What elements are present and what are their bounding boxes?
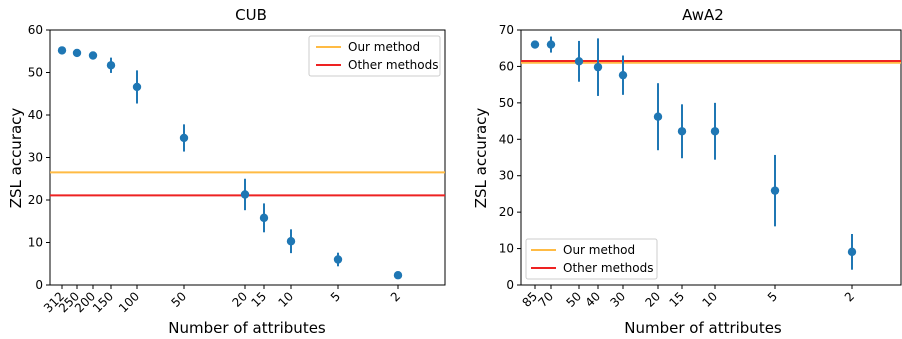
chart-cub-y-tick-label: 50: [28, 66, 43, 80]
chart-cub-title: CUB: [235, 6, 267, 24]
chart-cub-points: [57, 46, 403, 280]
chart-awa2-y-tick-label: 0: [506, 278, 514, 292]
chart-cub-x-tick-label: 150: [90, 289, 116, 315]
chart-awa2-y-tick-label: 10: [499, 242, 514, 256]
chart-awa2-lines: [521, 59, 901, 64]
chart-cub-data-point: [333, 255, 343, 264]
chart-cub-data-point: [132, 82, 142, 92]
chart-awa2-data-point: [770, 186, 780, 195]
chart-awa2-y-tick-label: 50: [499, 96, 514, 110]
chart-cub-data-point: [179, 133, 189, 143]
chart-awa2-x-tick-label: 2: [842, 289, 857, 304]
chart-awa2-data-point: [574, 57, 584, 66]
chart-cub-y-ticks: 0 10 20 30 40 50 60: [28, 23, 50, 292]
chart-awa2-data-point: [618, 70, 628, 80]
chart-cub-legend-label-our-method: Our method: [348, 40, 420, 54]
chart-awa2-legend: Our method Other methods: [525, 238, 658, 280]
chart-awa2-title: AwA2: [682, 6, 724, 24]
chart-cub-data-point: [57, 46, 67, 55]
chart-awa2-x-tick-label: 70: [535, 289, 556, 310]
chart-cub-x-tick-label: 2: [388, 289, 403, 304]
chart-cub-y-tick-label: 20: [28, 193, 43, 207]
chart-cub-x-tick-label: 50: [168, 289, 189, 310]
chart-cub-x-tick-label: 10: [275, 289, 296, 310]
chart-cub-data-point: [106, 61, 116, 70]
chart-awa2-legend-box: [525, 238, 658, 280]
chart-awa2-data-point: [710, 127, 720, 136]
chart-awa2-x-tick-label: 50: [563, 289, 584, 310]
chart-awa2-x-tick-label: 40: [582, 289, 603, 310]
chart-cub-y-tick-label: 60: [28, 23, 43, 37]
chart-awa2-data-point: [847, 247, 857, 257]
chart-awa2-data-point: [677, 127, 687, 136]
chart-awa2-x-tick-label: 30: [607, 289, 628, 310]
chart-awa2-x-tick-label: 20: [642, 289, 663, 310]
chart-awa2-data-point: [546, 40, 556, 49]
chart-cub-data-point: [286, 237, 296, 246]
chart-cub-legend: Our method Other methods: [308, 35, 441, 77]
chart-awa2-y-tick-label: 70: [499, 23, 514, 37]
chart-cub-y-axis-label: ZSL accuracy: [7, 108, 25, 209]
chart-cub-y-tick-label: 0: [35, 278, 43, 292]
chart-cub-data-point: [259, 213, 269, 223]
chart-cub-data-point: [88, 51, 98, 60]
chart-cub-y-tick-label: 30: [28, 151, 43, 165]
chart-awa2-points: [530, 36, 857, 270]
chart-awa2-x-tick-label: 5: [765, 289, 780, 304]
chart-cub-data-point: [393, 271, 403, 280]
chart-awa2-y-tick-label: 60: [499, 59, 514, 73]
chart-awa2-y-axis-label: ZSL accuracy: [472, 108, 490, 209]
chart-cub-x-tick-label: 100: [116, 289, 142, 315]
chart-awa2-data-point: [593, 62, 603, 72]
chart-cub-data-point: [240, 190, 250, 199]
chart-cub-legend-label-other-methods: Other methods: [348, 58, 438, 72]
chart-awa2-y-ticks: 0 10 20 30 40 50 60 70: [499, 23, 521, 292]
chart-cub-y-tick-label: 40: [28, 108, 43, 122]
chart-cub-legend-box: [308, 35, 441, 77]
chart-cub-y-tick-label: 10: [28, 236, 43, 250]
chart-awa2-plot-area: [520, 29, 902, 286]
chart-cub-x-axis-label: Number of attributes: [168, 319, 326, 337]
chart-awa2-y-tick-label: 40: [499, 132, 514, 146]
chart-awa2-y-tick-label: 20: [499, 205, 514, 219]
chart-awa2-y-tick-label: 30: [499, 169, 514, 183]
chart-awa2-data-point: [530, 40, 540, 49]
chart-cub-x-tick-label: 20: [229, 289, 250, 310]
chart-awa2-data-point: [653, 112, 663, 121]
chart-awa2-x-tick-label: 15: [666, 289, 687, 310]
chart-awa2-x-tick-label: 10: [699, 289, 720, 310]
chart-cub-x-tick-label: 15: [248, 289, 269, 310]
chart-awa2-legend-label-our-method: Our method: [563, 243, 635, 257]
chart-cub-x-tick-label: 5: [328, 289, 343, 304]
chart-awa2-x-axis-label: Number of attributes: [624, 319, 782, 337]
chart-awa2-legend-label-other-methods: Other methods: [563, 261, 653, 275]
chart-cub-data-point: [72, 48, 82, 58]
